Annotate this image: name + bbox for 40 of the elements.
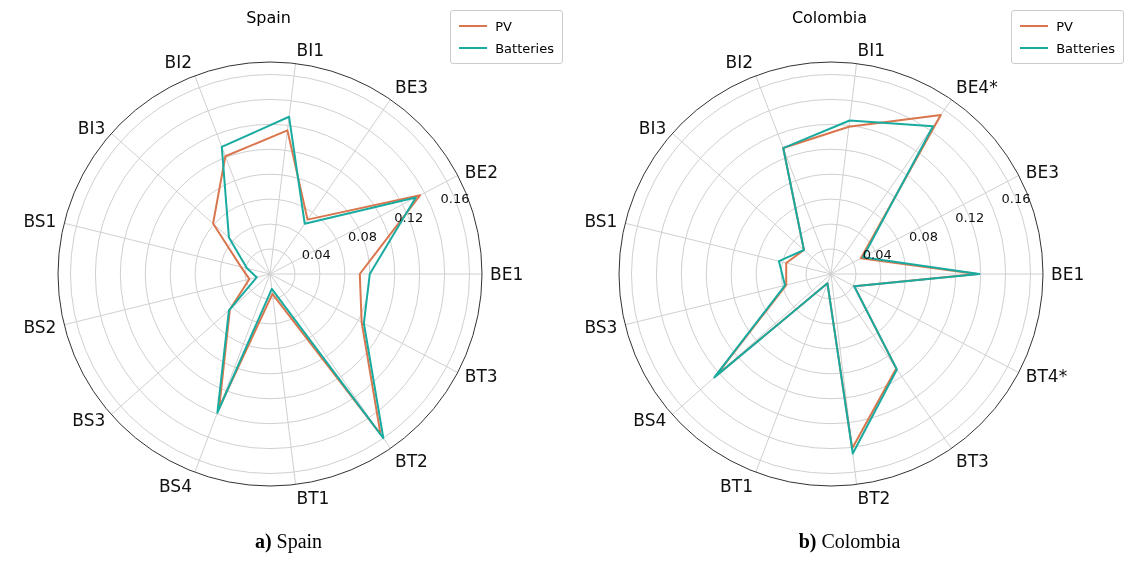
spoke-label: BT3 [955,451,989,472]
spoke-label: BI2 [164,52,192,73]
y-tick-label: 0.08 [348,228,377,244]
spoke-label: BE4* [955,76,998,97]
spoke-label: BT2 [857,488,891,509]
chart-title: Colombia [791,8,868,27]
legend-label: PV [495,18,512,34]
spoke-label: BT1 [296,488,330,509]
y-tick-label: 0.16 [1001,191,1031,207]
spoke-label: BT4* [1025,366,1068,387]
spoke-label: BS4 [633,409,667,430]
spoke-label: BS2 [23,316,57,337]
spoke-label: BS1 [23,211,57,232]
spoke-label: BE1 [1051,264,1085,285]
y-tick-label: 0.12 [955,209,985,225]
spoke-label: BS1 [584,211,618,232]
spoke-label: BI3 [77,118,106,139]
text: b) Colombia [797,530,902,553]
spoke-label: BE3 [1025,161,1060,182]
spoke-label: BE3 [394,76,429,97]
spoke-label: BI3 [638,118,667,139]
spoke-label: BS4 [159,475,192,496]
legend-label: Batteries [1056,40,1115,56]
spoke-label: BS3 [72,409,106,430]
text: a) Spain [253,530,324,553]
legend-label: Batteries [495,40,554,56]
spoke-label: BT1 [720,475,753,496]
spoke-label: BE2 [464,161,499,182]
spoke-label: BS3 [584,316,618,337]
spoke-label: BE1 [490,264,524,285]
spoke-label: BI2 [725,52,753,73]
y-tick-label: 0.04 [301,247,331,263]
spoke-label: BI1 [296,39,325,60]
spoke-label: BT2 [394,451,428,472]
spoke-label: BI1 [857,39,886,60]
spoke-label: BT3 [464,366,498,387]
chart-title: Spain [246,8,291,27]
y-tick-label: 0.08 [909,228,938,244]
y-tick-label: 0.16 [440,191,470,207]
legend-label: PV [1056,18,1073,34]
